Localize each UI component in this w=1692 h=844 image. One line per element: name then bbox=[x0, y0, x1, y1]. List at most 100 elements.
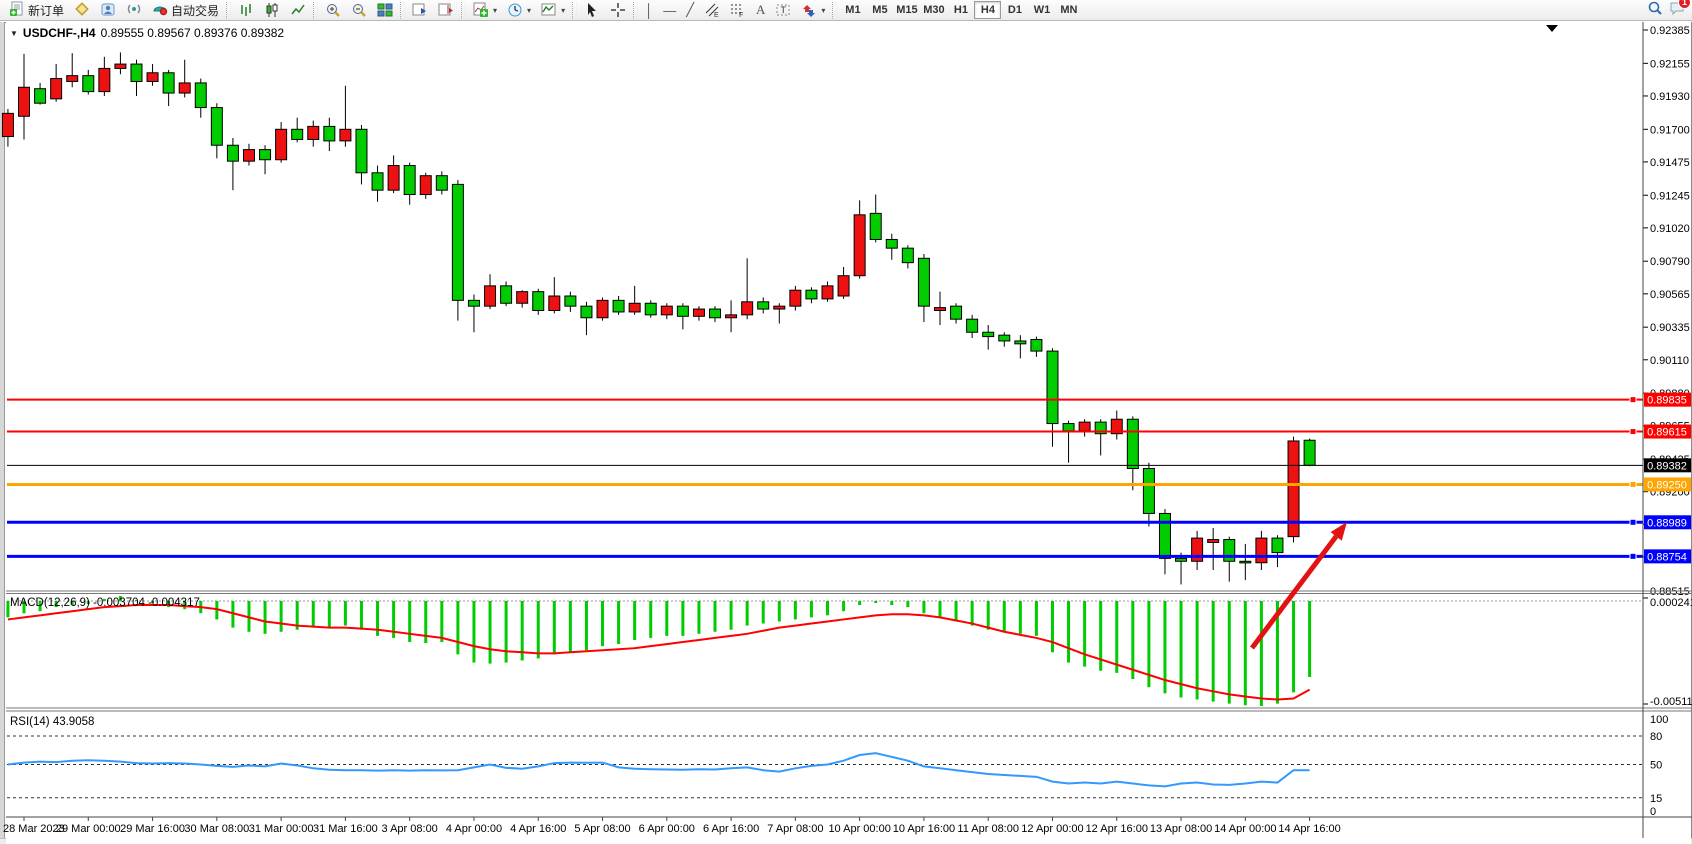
tile-windows-button[interactable] bbox=[372, 1, 398, 20]
timeframe-m30-button[interactable]: M30 bbox=[923, 4, 945, 16]
timeframe-h4-button[interactable]: H4 bbox=[974, 1, 1002, 19]
toolbar-separator bbox=[313, 1, 319, 19]
timeframe-m15-button[interactable]: M15 bbox=[896, 4, 918, 16]
profile-button[interactable] bbox=[69, 1, 95, 20]
search-icon[interactable] bbox=[1647, 0, 1663, 21]
candle-chart-mode-button[interactable] bbox=[259, 1, 285, 20]
timeframe-group: M1 M5 M15 M30 H1 H4 D1 W1 MN bbox=[839, 1, 1082, 19]
indicators-button[interactable]: ▾ bbox=[468, 1, 502, 20]
chart-shift-button[interactable] bbox=[433, 1, 459, 20]
fibonacci-tool-button[interactable]: F bbox=[725, 1, 751, 20]
svg-text:0.000241: 0.000241 bbox=[1650, 597, 1692, 609]
toolbar-separator bbox=[572, 1, 578, 19]
svg-text:4 Apr 00:00: 4 Apr 00:00 bbox=[446, 823, 502, 835]
svg-text:0: 0 bbox=[1650, 806, 1656, 818]
svg-text:6 Apr 00:00: 6 Apr 00:00 bbox=[639, 823, 695, 835]
svg-text:14 Apr 16:00: 14 Apr 16:00 bbox=[1278, 823, 1340, 835]
cursor-tool-button[interactable] bbox=[579, 1, 605, 20]
crosshair-tool-button[interactable] bbox=[605, 1, 631, 20]
svg-text:80: 80 bbox=[1650, 731, 1662, 743]
svg-text:E: E bbox=[714, 12, 719, 18]
notifications-button[interactable]: 1 bbox=[1669, 0, 1691, 21]
periods-caret-icon: ▾ bbox=[527, 5, 532, 15]
auto-scroll-button[interactable] bbox=[407, 1, 433, 20]
toolbar-separator bbox=[832, 1, 838, 19]
timeframe-m1-button[interactable]: M1 bbox=[845, 4, 861, 16]
timeframe-m5-button[interactable]: M5 bbox=[872, 4, 888, 16]
timeframe-h1-button[interactable]: H1 bbox=[953, 4, 968, 16]
svg-text:13 Apr 08:00: 13 Apr 08:00 bbox=[1150, 823, 1212, 835]
signals-icon bbox=[126, 1, 142, 20]
bar-chart-mode-button[interactable] bbox=[233, 1, 259, 20]
svg-text:0.88754: 0.88754 bbox=[1647, 551, 1687, 563]
hline-tool-button[interactable]: — bbox=[663, 2, 677, 18]
toolbar-separator bbox=[633, 1, 639, 19]
arrows-tool-button[interactable]: ▾ bbox=[796, 1, 830, 20]
new-order-icon bbox=[9, 1, 25, 20]
price-axis: 0.92385 0.92155 0.91930 0.91700 0.91475 0.912… bbox=[1643, 25, 1690, 598]
svg-text:29 Mar 00:00: 29 Mar 00:00 bbox=[56, 823, 121, 835]
svg-text:0.90335: 0.90335 bbox=[1650, 322, 1690, 334]
macd-panel: 0.000241 -0.005115 bbox=[6, 596, 1692, 708]
autotrade-label: 自动交易 bbox=[171, 3, 220, 18]
svg-text:0.89835: 0.89835 bbox=[1647, 395, 1687, 407]
horizontal-lines[interactable]: 0.89835 0.89615 0.89382 0.89250 0.88989 0.887… bbox=[7, 392, 1691, 564]
channel-tool-button[interactable]: E bbox=[699, 1, 725, 20]
chart-shift-marker[interactable] bbox=[1546, 25, 1558, 32]
svg-text:10 Apr 00:00: 10 Apr 00:00 bbox=[828, 823, 890, 835]
autotrade-button[interactable]: 自动交易 bbox=[147, 1, 224, 20]
svg-text:28 Mar 2023: 28 Mar 2023 bbox=[3, 823, 65, 835]
svg-text:0.88989: 0.88989 bbox=[1647, 517, 1687, 529]
svg-text:31 Mar 00:00: 31 Mar 00:00 bbox=[249, 823, 314, 835]
new-order-button[interactable]: 新订单 bbox=[4, 1, 69, 20]
collapse-triangle-icon[interactable]: ▼ bbox=[10, 28, 18, 38]
zoom-in-button[interactable] bbox=[320, 1, 346, 20]
trendline-tool-button[interactable]: ╱ bbox=[686, 2, 695, 17]
svg-text:10 Apr 16:00: 10 Apr 16:00 bbox=[893, 823, 955, 835]
svg-text:0.88515: 0.88515 bbox=[1650, 586, 1690, 598]
profile-gem-icon bbox=[74, 1, 90, 20]
text-tool-button[interactable]: A bbox=[756, 2, 766, 17]
templates-button[interactable]: ▾ bbox=[536, 1, 570, 20]
svg-text:0.91020: 0.91020 bbox=[1650, 223, 1690, 235]
notification-badge: 1 bbox=[1678, 0, 1691, 9]
chart-title: ▼ USDCHF-,H4 0.89555 0.89567 0.89376 0.8… bbox=[10, 26, 284, 40]
macd-indicator-label: MACD(12,26,9) -0.003704 -0.004317 bbox=[10, 597, 200, 609]
signals-button[interactable] bbox=[121, 1, 147, 20]
arrow-annotation[interactable] bbox=[1250, 522, 1347, 650]
svg-text:7 Apr 08:00: 7 Apr 08:00 bbox=[767, 823, 823, 835]
svg-text:0.91700: 0.91700 bbox=[1650, 124, 1690, 136]
svg-text:0.90790: 0.90790 bbox=[1650, 256, 1690, 268]
text-label-tool-button[interactable]: T bbox=[770, 1, 796, 20]
svg-text:-0.005115: -0.005115 bbox=[1650, 696, 1692, 708]
toolbar-separator bbox=[226, 1, 232, 19]
arrows-caret-icon: ▾ bbox=[821, 5, 826, 15]
svg-text:15: 15 bbox=[1650, 793, 1662, 805]
indicators-caret-icon: ▾ bbox=[493, 5, 498, 15]
svg-text:0.89382: 0.89382 bbox=[1647, 460, 1687, 472]
svg-text:0.90565: 0.90565 bbox=[1650, 289, 1690, 301]
zoom-out-button[interactable] bbox=[346, 1, 372, 20]
symbol-title: USDCHF-,H4 bbox=[22, 26, 96, 40]
svg-text:30 Mar 08:00: 30 Mar 08:00 bbox=[184, 823, 249, 835]
rsi-indicator-label: RSI(14) 43.9058 bbox=[10, 716, 95, 728]
timeframe-d1-button[interactable]: D1 bbox=[1007, 4, 1022, 16]
svg-text:29 Mar 16:00: 29 Mar 16:00 bbox=[120, 823, 185, 835]
svg-text:F: F bbox=[739, 12, 743, 18]
line-chart-mode-button[interactable] bbox=[285, 1, 311, 20]
toolbar-separator bbox=[400, 1, 406, 19]
templates-caret-icon: ▾ bbox=[561, 5, 566, 15]
svg-text:6 Apr 16:00: 6 Apr 16:00 bbox=[703, 823, 759, 835]
toolbar-separator bbox=[461, 1, 467, 19]
svg-text:0.91475: 0.91475 bbox=[1650, 157, 1690, 169]
periods-button[interactable]: ▾ bbox=[502, 1, 536, 20]
svg-text:50: 50 bbox=[1650, 760, 1662, 772]
timeframe-w1-button[interactable]: W1 bbox=[1033, 4, 1051, 16]
market-watch-button[interactable] bbox=[95, 1, 121, 20]
svg-text:100: 100 bbox=[1650, 714, 1668, 726]
svg-text:0.89615: 0.89615 bbox=[1647, 427, 1687, 439]
timeframe-mn-button[interactable]: MN bbox=[1060, 4, 1078, 16]
quote-line: 0.89555 0.89567 0.89376 0.89382 bbox=[100, 26, 285, 40]
vline-tool-button[interactable]: │ bbox=[645, 2, 654, 18]
